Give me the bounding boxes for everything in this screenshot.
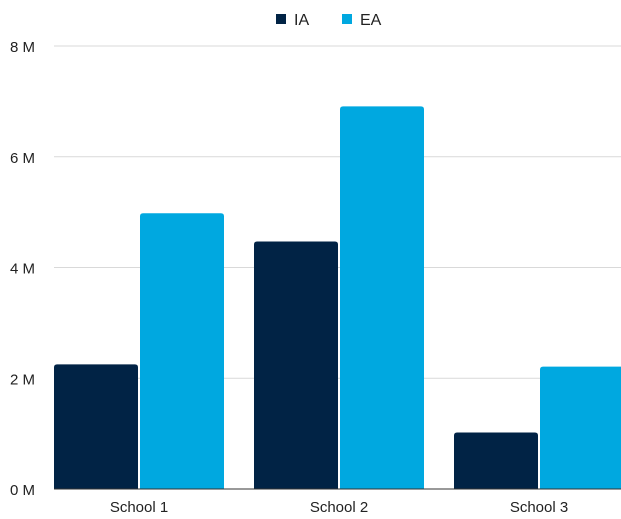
y-tick-label: 0 M bbox=[10, 482, 35, 499]
y-tick-label: 8 M bbox=[10, 39, 35, 56]
y-tick-label: 4 M bbox=[10, 261, 35, 278]
y-tick-label: 6 M bbox=[10, 150, 35, 167]
axes: 0 M 2 M 4 M 6 M 8 M School 1 School 2 School 3 bbox=[10, 39, 621, 516]
bar-ia-3 bbox=[454, 432, 538, 489]
bar-ea-2 bbox=[340, 106, 424, 489]
legend-label-ea: EA bbox=[360, 12, 382, 29]
x-tick-label: School 1 bbox=[110, 499, 168, 514]
legend: IA EA bbox=[276, 12, 382, 29]
x-tick-label: School 3 bbox=[510, 499, 568, 514]
bars bbox=[54, 106, 621, 490]
legend-swatch-ea bbox=[342, 14, 352, 24]
x-tick-label: School 2 bbox=[310, 499, 368, 514]
bar-ea-3 bbox=[540, 366, 621, 489]
y-tick-label: 2 M bbox=[10, 371, 35, 388]
legend-swatch-ia bbox=[276, 14, 286, 24]
legend-label-ia: IA bbox=[294, 12, 309, 29]
bar-ia-1 bbox=[54, 364, 138, 489]
bar-ea-1 bbox=[140, 213, 224, 490]
bar-ia-2 bbox=[254, 241, 338, 489]
